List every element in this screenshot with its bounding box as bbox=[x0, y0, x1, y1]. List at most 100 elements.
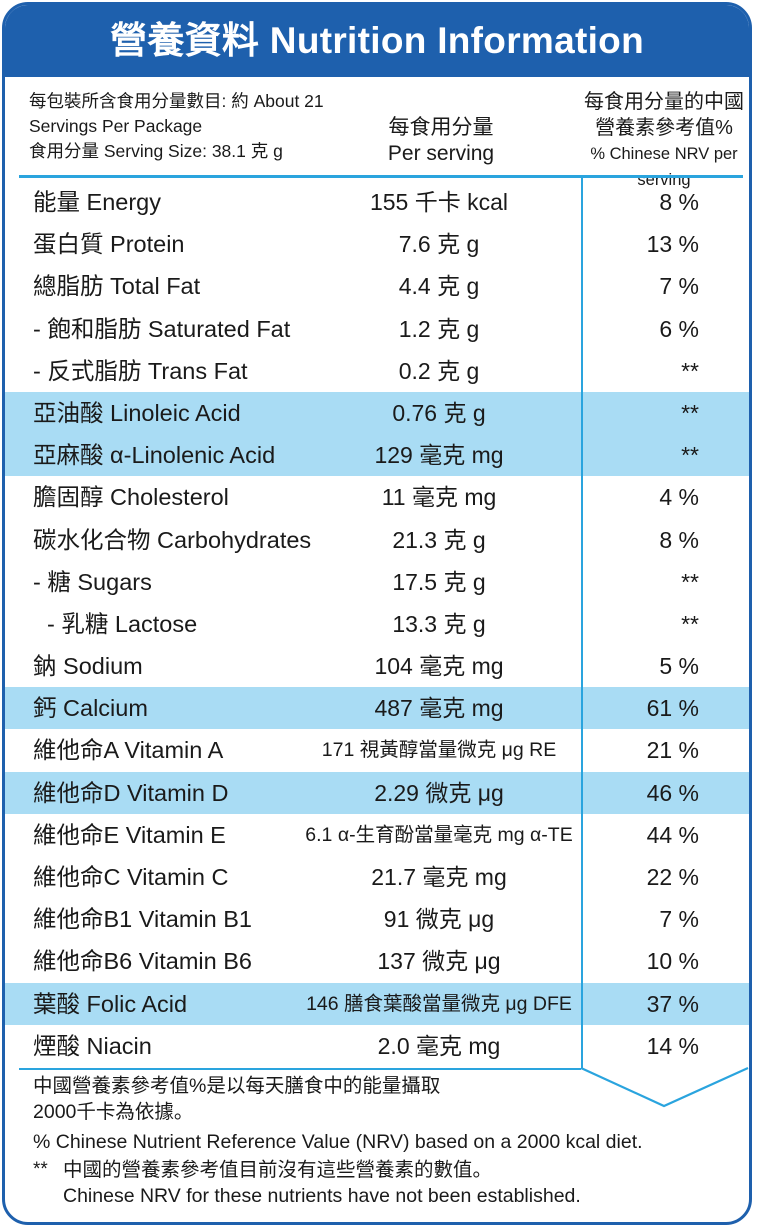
nutrient-name: - 糖 Sugars bbox=[33, 568, 152, 595]
table-row: 膽固醇 Cholesterol 11 毫克 mg 4 % bbox=[5, 476, 749, 518]
table-row: 鈣 Calcium 487 毫克 mg 61 % bbox=[5, 687, 749, 730]
nutrient-table: 能量 Energy 155 千卡 kcal 8 % 蛋白質 Protein 7.6 克 … bbox=[5, 181, 749, 1067]
nutrient-nrv: 22 % bbox=[646, 864, 699, 890]
per-serving-zh: 每食用分量 bbox=[388, 116, 494, 139]
nrv-header-zh-2: 營養素參考值% bbox=[595, 117, 733, 139]
nutrient-name: 維他命E Vitamin E bbox=[33, 821, 226, 848]
nutrient-name: 維他命D Vitamin D bbox=[33, 779, 229, 806]
not-established-zh: 中國的營養素參考值目前沒有這些營養素的數值。 bbox=[63, 1159, 493, 1181]
table-row: 總脂肪 Total Fat 4.4 克 g 7 % bbox=[5, 265, 749, 307]
nutrient-nrv: 7 % bbox=[659, 906, 699, 933]
nrv-header-zh-1: 每食用分量的中國 bbox=[584, 91, 744, 113]
nutrient-amount: 6.1 α-生育酚當量毫克 mg α-TE bbox=[305, 823, 573, 846]
nutrient-amount: 17.5 克 g bbox=[392, 568, 486, 595]
nutrient-amount: 4.4 克 g bbox=[398, 273, 480, 300]
table-row: 能量 Energy 155 千卡 kcal 8 % bbox=[5, 181, 749, 223]
nutrient-nrv: 37 % bbox=[646, 990, 699, 1017]
footnotes: 中國營養素參考值%是以每天膳食中的能量攝取 2000千卡為依據。 % Chine… bbox=[33, 1073, 733, 1209]
nutrient-name: 煙酸 Niacin bbox=[33, 1032, 152, 1059]
nutrient-amount: 1.2 克 g bbox=[398, 315, 480, 342]
table-row: 鈉 Sodium 104 毫克 mg 5 % bbox=[5, 645, 749, 687]
nutrient-name: 蛋白質 Protein bbox=[33, 231, 185, 258]
table-row: 維他命B1 Vitamin B1 91 微克 μg 7 % bbox=[5, 898, 749, 940]
label-title: 營養資料 Nutrition Information bbox=[5, 5, 749, 77]
nutrient-nrv: 8 % bbox=[659, 189, 699, 215]
nutrient-amount: 129 毫克 mg bbox=[374, 442, 504, 469]
table-row: - 乳糖 Lactose 13.3 克 g ** bbox=[5, 603, 749, 645]
table-bottom-rule bbox=[19, 1068, 581, 1070]
table-row: 葉酸 Folic Acid 146 膳食葉酸當量微克 μg DFE 37 % bbox=[5, 982, 749, 1025]
nutrient-name: 膽固醇 Cholesterol bbox=[33, 484, 229, 511]
nutrient-amount: 13.3 克 g bbox=[392, 610, 486, 637]
nutrient-amount: 91 微克 μg bbox=[383, 906, 495, 933]
nutrient-amount: 104 毫克 mg bbox=[374, 653, 504, 680]
nutrient-amount: 487 毫克 mg bbox=[374, 695, 504, 722]
table-row: 維他命E Vitamin E 6.1 α-生育酚當量毫克 mg α-TE 44 % bbox=[5, 814, 749, 856]
nutrient-name: 維他命C Vitamin C bbox=[33, 864, 229, 890]
column-divider bbox=[581, 177, 583, 1069]
nutrient-name: 維他命B6 Vitamin B6 bbox=[33, 948, 252, 975]
nutrient-name: 亞油酸 Linoleic Acid bbox=[33, 399, 241, 426]
nutrient-name: 維他命A Vitamin A bbox=[33, 737, 224, 764]
chevron-divider bbox=[580, 1066, 749, 1108]
nutrient-name: 鈉 Sodium bbox=[33, 653, 143, 680]
nutrient-nrv: 7 % bbox=[659, 273, 699, 300]
table-row: 亞麻酸 α-Linolenic Acid 129 毫克 mg ** bbox=[5, 434, 749, 477]
table-row: 亞油酸 Linoleic Acid 0.76 克 g ** bbox=[5, 391, 749, 435]
nutrient-name: 亞麻酸 α-Linolenic Acid bbox=[33, 442, 276, 469]
nutrient-amount: 146 膳食葉酸當量微克 μg DFE bbox=[306, 992, 572, 1015]
nutrient-nrv: 21 % bbox=[646, 737, 699, 764]
table-row: 碳水化合物 Carbohydrates 21.3 克 g 8 % bbox=[5, 519, 749, 561]
table-row: 維他命C Vitamin C 21.7 毫克 mg 22 % bbox=[5, 856, 749, 898]
nutrient-name: 葉酸 Folic Acid bbox=[33, 990, 188, 1017]
per-serving-header: 每食用分量 Per serving bbox=[357, 115, 525, 167]
nutrient-name: - 反式脂肪 Trans Fat bbox=[33, 357, 248, 384]
table-row: 蛋白質 Protein 7.6 克 g 13 % bbox=[5, 223, 749, 265]
nrv-basis-zh-2: 2000千卡為依據。 bbox=[33, 1101, 194, 1123]
not-established-note: ** 中國的營養素參考值目前沒有這些營養素的數值。 Chinese NRV fo… bbox=[33, 1157, 733, 1209]
nutrient-amount: 137 微克 μg bbox=[377, 948, 501, 975]
nutrient-name: 鈣 Calcium bbox=[33, 695, 148, 722]
nutrient-nrv: ** bbox=[681, 610, 699, 637]
nutrient-name: - 飽和脂肪 Saturated Fat bbox=[33, 315, 291, 342]
table-row: - 糖 Sugars 17.5 克 g ** bbox=[5, 561, 749, 603]
nutrient-nrv: 44 % bbox=[646, 821, 699, 848]
nutrient-amount: 11 毫克 mg bbox=[381, 484, 497, 511]
serving-info: 每包裝所含食用分量數目: 約 About 21 Servings Per Pac… bbox=[29, 89, 369, 164]
nutrient-nrv: ** bbox=[681, 442, 699, 469]
nutrient-amount: 0.76 克 g bbox=[392, 399, 486, 426]
not-established-en: Chinese NRV for these nutrients have not… bbox=[63, 1185, 581, 1207]
nutrient-nrv: 13 % bbox=[646, 231, 699, 258]
nutrient-nrv: 8 % bbox=[659, 526, 699, 553]
nutrient-amount: 171 視黃醇當量微克 μg RE bbox=[321, 739, 557, 762]
nutrient-nrv: 5 % bbox=[659, 653, 699, 680]
nutrient-amount: 7.6 克 g bbox=[398, 231, 480, 258]
nutrient-nrv: 4 % bbox=[659, 484, 699, 511]
nutrient-nrv: ** bbox=[681, 568, 699, 595]
nrv-basis-en: % Chinese Nutrient Reference Value (NRV)… bbox=[33, 1131, 643, 1153]
nutrient-name: 碳水化合物 Carbohydrates bbox=[33, 526, 312, 553]
table-row: 維他命D Vitamin D 2.29 微克 μg 46 % bbox=[5, 771, 749, 814]
nutrient-amount: 2.0 毫克 mg bbox=[377, 1032, 501, 1059]
nutrient-nrv: ** bbox=[681, 357, 699, 384]
serving-size: 食用分量 Serving Size: 38.1 克 g bbox=[29, 141, 283, 161]
nutrient-name: 總脂肪 Total Fat bbox=[33, 273, 201, 300]
table-row: 維他命B6 Vitamin B6 137 微克 μg 10 % bbox=[5, 940, 749, 982]
nutrient-nrv: ** bbox=[681, 399, 699, 426]
nutrient-nrv: 14 % bbox=[646, 1032, 699, 1059]
nutrient-amount: 2.29 微克 μg bbox=[374, 779, 504, 806]
header-divider bbox=[19, 175, 743, 178]
table-row: 維他命A Vitamin A 171 視黃醇當量微克 μg RE 21 % bbox=[5, 729, 749, 771]
servings-per-package-line2: Servings Per Package bbox=[29, 116, 203, 136]
nrv-basis-zh-1: 中國營養素參考值%是以每天膳食中的能量攝取 bbox=[33, 1075, 441, 1097]
nutrient-nrv: 46 % bbox=[646, 779, 699, 806]
nutrient-name: 能量 Energy bbox=[33, 189, 161, 215]
footnote-asterisk: ** bbox=[33, 1159, 48, 1180]
nutrient-nrv: 6 % bbox=[659, 315, 699, 342]
table-row: 煙酸 Niacin 2.0 毫克 mg 14 % bbox=[5, 1025, 749, 1067]
table-row: - 飽和脂肪 Saturated Fat 1.2 克 g 6 % bbox=[5, 308, 749, 350]
nutrient-name: 維他命B1 Vitamin B1 bbox=[33, 906, 252, 933]
nutrient-amount: 0.2 克 g bbox=[398, 357, 480, 384]
nutrient-amount: 21.3 克 g bbox=[392, 526, 486, 553]
